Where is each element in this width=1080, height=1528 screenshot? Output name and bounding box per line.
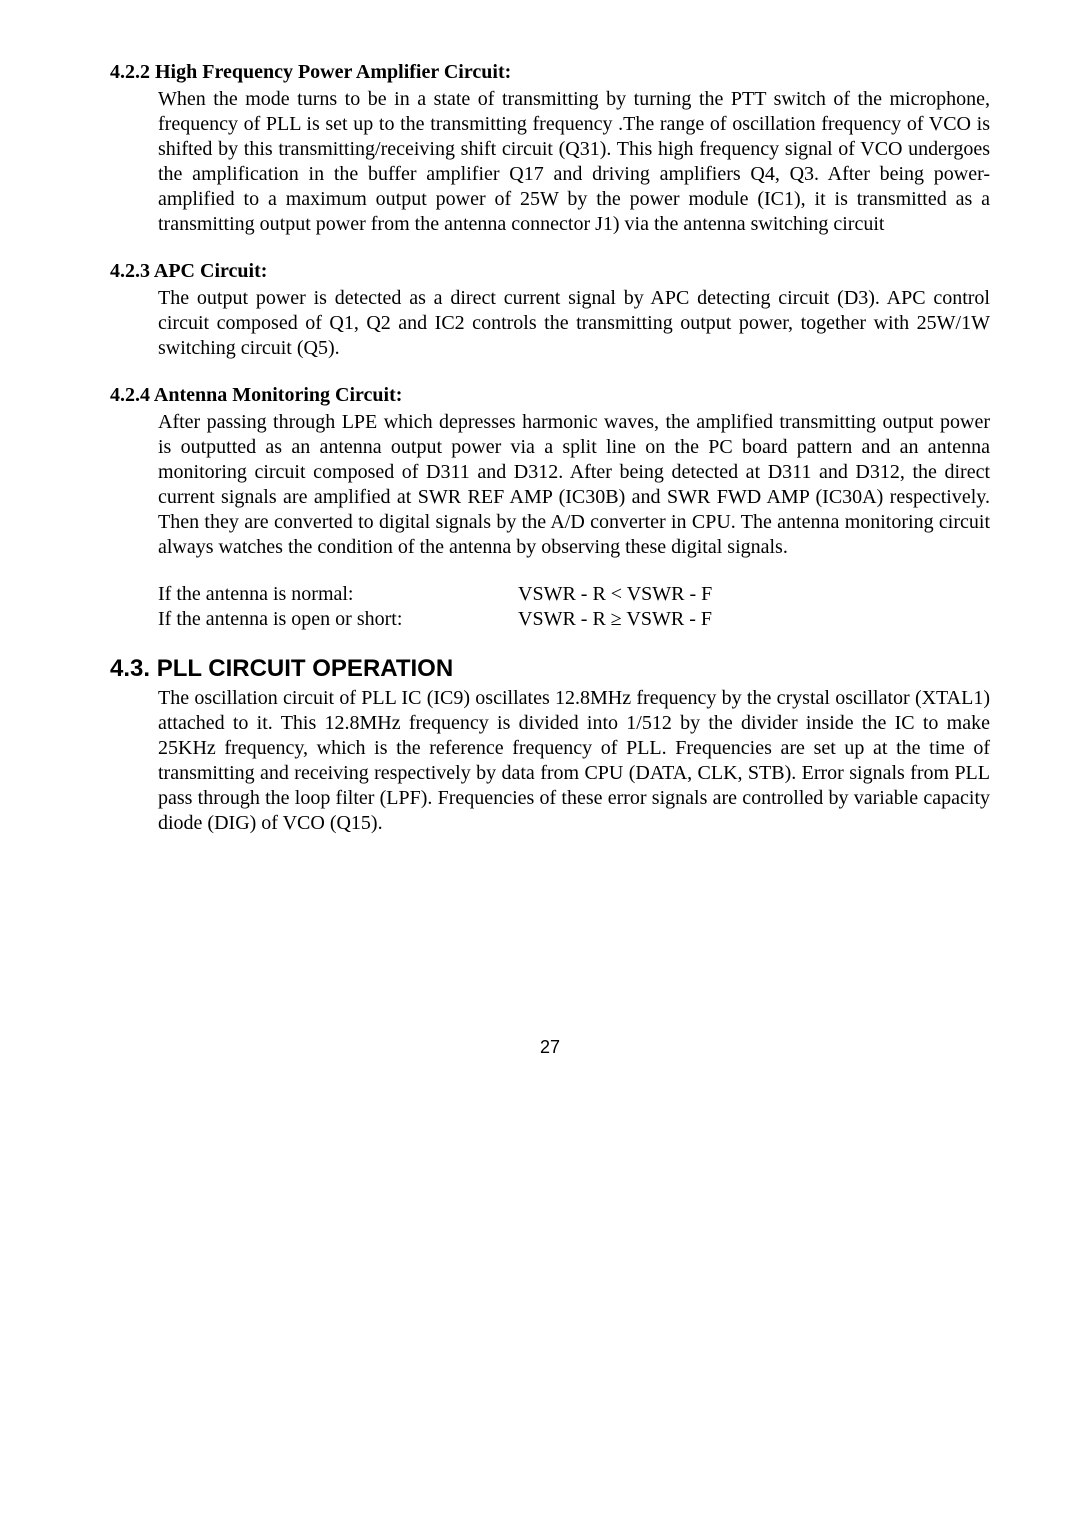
cond2-sym: ≥	[611, 608, 622, 630]
condition-row-1: If the antenna is normal: VSWR - R < VSW…	[158, 582, 990, 607]
condition-1-value: VSWR - R < VSWR - F	[518, 582, 990, 607]
heading-424: 4.2.4 Antenna Monitoring Circuit:	[110, 383, 990, 408]
heading-422: 4.2.2 High Frequency Power Amplifier Cir…	[110, 60, 990, 85]
condition-2-value: VSWR - R ≥ VSWR - F	[518, 607, 990, 632]
condition-row-2: If the antenna is open or short: VSWR - …	[158, 607, 990, 632]
body-43: The oscillation circuit of PLL IC (IC9) …	[158, 686, 990, 836]
page-number: 27	[110, 1036, 990, 1059]
condition-2-label: If the antenna is open or short:	[158, 607, 518, 632]
cond2-pre: VSWR - R	[518, 608, 611, 630]
heading-43: 4.3. PLL CIRCUIT OPERATION	[110, 654, 990, 684]
body-423: The output power is detected as a direct…	[158, 286, 990, 361]
body-424: After passing through LPE which depresse…	[158, 410, 990, 560]
heading-423: 4.2.3 APC Circuit:	[110, 259, 990, 284]
condition-1-label: If the antenna is normal:	[158, 582, 518, 607]
body-422: When the mode turns to be in a state of …	[158, 87, 990, 237]
condition-block: If the antenna is normal: VSWR - R < VSW…	[158, 582, 990, 632]
cond2-post: VSWR - F	[622, 608, 712, 630]
